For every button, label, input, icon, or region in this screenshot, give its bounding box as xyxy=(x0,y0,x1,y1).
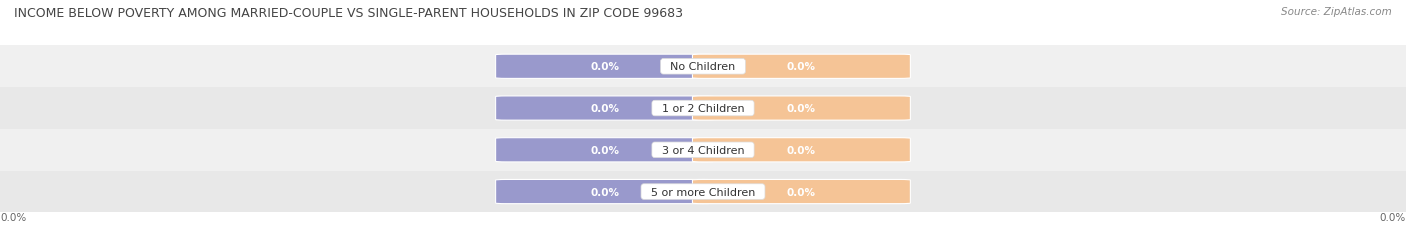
Text: 0.0%: 0.0% xyxy=(787,62,815,72)
Text: 0.0%: 0.0% xyxy=(1379,213,1406,222)
Bar xyxy=(0,129,1406,171)
Text: No Children: No Children xyxy=(664,62,742,72)
FancyBboxPatch shape xyxy=(496,97,713,121)
FancyBboxPatch shape xyxy=(693,55,911,79)
Text: 0.0%: 0.0% xyxy=(787,187,815,197)
Text: 0.0%: 0.0% xyxy=(0,213,27,222)
FancyBboxPatch shape xyxy=(496,55,713,79)
Text: INCOME BELOW POVERTY AMONG MARRIED-COUPLE VS SINGLE-PARENT HOUSEHOLDS IN ZIP COD: INCOME BELOW POVERTY AMONG MARRIED-COUPL… xyxy=(14,7,683,20)
Bar xyxy=(0,171,1406,213)
FancyBboxPatch shape xyxy=(693,138,911,162)
Bar xyxy=(0,88,1406,129)
FancyBboxPatch shape xyxy=(496,138,713,162)
FancyBboxPatch shape xyxy=(496,180,713,204)
Text: 1 or 2 Children: 1 or 2 Children xyxy=(655,103,751,114)
Text: Source: ZipAtlas.com: Source: ZipAtlas.com xyxy=(1281,7,1392,17)
Text: 3 or 4 Children: 3 or 4 Children xyxy=(655,145,751,155)
Bar xyxy=(0,46,1406,88)
Text: 5 or more Children: 5 or more Children xyxy=(644,187,762,197)
Text: 0.0%: 0.0% xyxy=(591,103,619,114)
Text: 0.0%: 0.0% xyxy=(591,187,619,197)
FancyBboxPatch shape xyxy=(693,180,911,204)
Text: 0.0%: 0.0% xyxy=(787,103,815,114)
FancyBboxPatch shape xyxy=(693,97,911,121)
Text: 0.0%: 0.0% xyxy=(591,145,619,155)
Text: 0.0%: 0.0% xyxy=(787,145,815,155)
Text: 0.0%: 0.0% xyxy=(591,62,619,72)
